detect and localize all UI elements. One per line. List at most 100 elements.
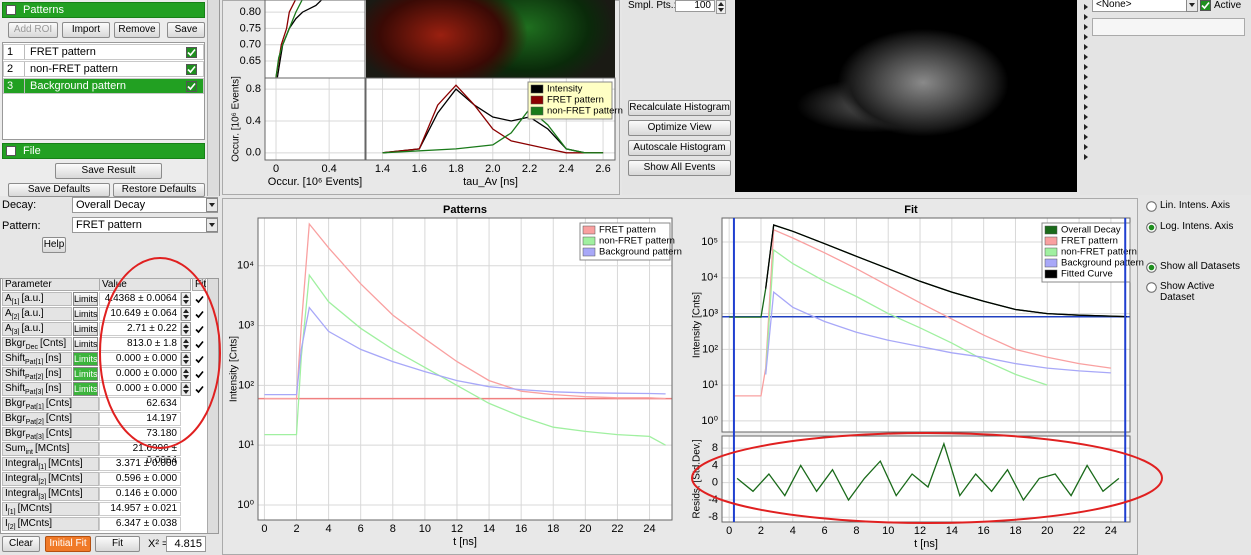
button[interactable]: Help — [42, 237, 66, 253]
dataset-select[interactable]: <None> — [1092, 0, 1195, 12]
checkbox[interactable] — [186, 64, 197, 75]
list-row[interactable]: 3Background pattern — [3, 78, 204, 94]
parameter-value[interactable]: 10.649 ± 0.064 — [99, 307, 181, 321]
spin-button[interactable] — [181, 337, 191, 351]
radio-label: Show Active Dataset — [1160, 281, 1251, 303]
parameter-sub: Pat[1] — [26, 404, 44, 411]
spin-button[interactable] — [181, 352, 191, 366]
parameter-sub: Pat[1] — [25, 359, 43, 366]
spin-button[interactable] — [716, 0, 726, 14]
collapse-toggle[interactable] — [6, 146, 16, 156]
list-row[interactable]: 1FRET pattern — [3, 44, 204, 60]
parameter-unit: [a.u.] — [21, 308, 43, 319]
radio-button[interactable] — [1146, 262, 1157, 273]
button[interactable]: Restore Defaults — [113, 183, 205, 197]
button[interactable]: Fit — [95, 536, 140, 552]
button[interactable]: Optimize View — [628, 120, 731, 136]
radio-button[interactable] — [1146, 222, 1157, 233]
spin-button[interactable] — [181, 292, 191, 306]
parameter-value[interactable]: 0.000 ± 0.000 — [99, 367, 181, 381]
checkbox[interactable] — [186, 81, 197, 92]
parameter-name: I[2][MCnts] — [2, 517, 99, 531]
parameter-name: Integral — [5, 473, 38, 484]
parameter-value[interactable]: 813.0 ± 1.8 — [99, 337, 181, 351]
fit-check[interactable] — [194, 339, 205, 350]
parameter-name: Sumint[MCnts] — [2, 442, 99, 456]
button[interactable]: Import — [62, 22, 110, 38]
button[interactable]: Save Defaults — [8, 183, 110, 197]
sample-points-label: Smpl. Pts.: — [628, 0, 676, 11]
limits-button[interactable]: Limits — [73, 367, 98, 381]
spin-button[interactable] — [181, 382, 191, 396]
checkbox[interactable] — [1200, 0, 1211, 11]
heatmap — [366, 0, 615, 78]
fit-check[interactable] — [194, 324, 205, 335]
button[interactable]: Show All Events — [628, 160, 731, 176]
limits-button[interactable]: Limits — [73, 352, 98, 366]
parameter-sub: Dec — [26, 344, 38, 351]
dropdown-arrow[interactable] — [1186, 0, 1198, 12]
radio-button[interactable] — [1146, 201, 1157, 212]
button[interactable]: Add ROI — [8, 22, 58, 38]
limits-button[interactable]: Limits — [73, 307, 98, 321]
limits-button[interactable]: Limits — [73, 292, 98, 306]
parameter-unit: [Cnts] — [46, 413, 72, 424]
button[interactable]: Remove — [114, 22, 160, 38]
parameter-value[interactable]: 14.197 — [99, 412, 181, 426]
parameter-value[interactable]: 73.180 — [99, 427, 181, 441]
spin-button[interactable] — [181, 322, 191, 336]
fit-check[interactable] — [194, 309, 205, 320]
parameter-value[interactable]: 2.71 ± 0.22 — [99, 322, 181, 336]
parameter-value[interactable]: 0.146 ± 0.000 — [99, 487, 181, 501]
button[interactable]: Initial Fit — [45, 536, 91, 552]
parameter-value[interactable]: 0.000 ± 0.000 — [99, 352, 181, 366]
parameter-unit: [MCnts] — [48, 458, 82, 469]
dropdown-arrow[interactable] — [206, 198, 218, 212]
parameter-name: A — [5, 323, 12, 334]
decay-select[interactable]: Overall Decay — [72, 197, 218, 213]
limits-button[interactable]: Limits — [73, 337, 98, 351]
radio-label: Log. Intens. Axis — [1160, 221, 1233, 232]
fit-check[interactable] — [194, 294, 205, 305]
parameter-name: Bkgr — [5, 428, 26, 439]
panel-header[interactable]: File — [2, 143, 205, 159]
parameter-value[interactable]: 3.371 ± 0.000 — [99, 457, 181, 471]
fit-check[interactable] — [194, 354, 205, 365]
collapse-toggle[interactable] — [6, 5, 16, 15]
parameter-value[interactable]: 0.596 ± 0.000 — [99, 472, 181, 486]
button[interactable]: Recalculate Histogram — [628, 100, 731, 116]
parameter-name: A — [5, 293, 12, 304]
sample-points-input[interactable]: 100 — [675, 0, 715, 12]
parameter-value[interactable]: 4.4368 ± 0.0064 — [99, 292, 181, 306]
parameter-sub: [2] — [12, 314, 20, 321]
parameter-unit: [MCnts] — [48, 473, 82, 484]
radio-button[interactable] — [1146, 282, 1157, 293]
fit-check[interactable] — [194, 369, 205, 380]
spin-button[interactable] — [181, 367, 191, 381]
fit-check[interactable] — [194, 384, 205, 395]
expand-arrows[interactable] — [1082, 0, 1090, 160]
button[interactable]: Save — [167, 22, 205, 38]
parameter-value[interactable]: 14.957 ± 0.021 — [99, 502, 181, 516]
parameter-name: A[2][a.u.] — [2, 307, 72, 321]
spin-button[interactable] — [181, 307, 191, 321]
parameter-sub: Pat[3] — [25, 389, 43, 396]
dropdown-arrow[interactable] — [206, 218, 218, 232]
button[interactable]: Autoscale Histogram — [628, 140, 731, 156]
table-header: Parameter — [2, 278, 100, 291]
button[interactable]: Clear — [2, 536, 40, 552]
parameter-value[interactable]: 62.634 — [99, 397, 181, 411]
parameter-value[interactable]: 6.347 ± 0.038 — [99, 517, 181, 531]
pattern-select[interactable]: FRET pattern — [72, 217, 218, 233]
limits-button[interactable]: Limits — [73, 322, 98, 336]
panel-header[interactable]: Patterns — [2, 2, 205, 18]
pattern-label: Pattern: — [2, 220, 41, 232]
parameter-value[interactable]: 21.6996 ± 0.0064 — [99, 442, 181, 456]
checkbox[interactable] — [186, 47, 197, 58]
parameter-name: Bkgr — [5, 398, 26, 409]
parameter-value[interactable]: 0.000 ± 0.000 — [99, 382, 181, 396]
list-row[interactable]: 2non-FRET pattern — [3, 61, 204, 77]
button[interactable]: Save Result — [55, 163, 162, 179]
limits-button[interactable]: Limits — [73, 382, 98, 396]
